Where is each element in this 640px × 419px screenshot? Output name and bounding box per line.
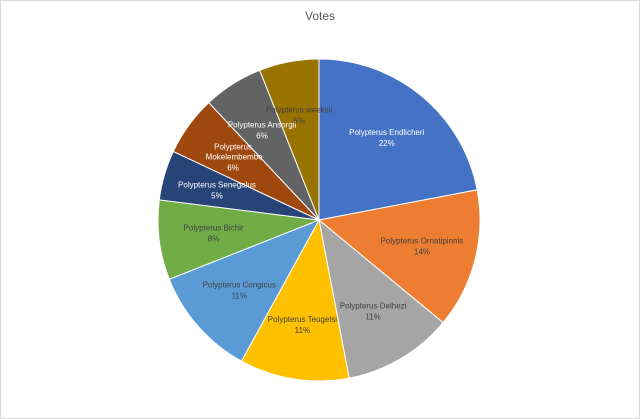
slice-value: 11% bbox=[365, 313, 380, 322]
pie-slice bbox=[317, 189, 481, 324]
slice-value: 6% bbox=[256, 131, 268, 140]
slice-name: Polypterus Bichir bbox=[184, 223, 244, 232]
data-label: Polypterus Ansorgii 6% bbox=[228, 120, 297, 140]
slice-value: 8% bbox=[208, 234, 220, 243]
slice-value: 5% bbox=[211, 191, 223, 200]
slice-value: 11% bbox=[232, 291, 247, 300]
slice-name: Polypterus Ornatipinnis bbox=[381, 237, 464, 246]
data-label: Polypterus Endlicheri 22% bbox=[349, 128, 424, 148]
pie-slice bbox=[318, 218, 444, 379]
data-label: Polypterus Senegalus 5% bbox=[178, 180, 256, 200]
chart-title: Votes bbox=[305, 9, 335, 23]
data-label: Polypterus Delhezi 11% bbox=[340, 302, 407, 322]
data-label: Polypterus Mokelembembe 6% bbox=[203, 143, 263, 173]
pie-slice bbox=[240, 218, 350, 382]
data-label: Polypterus Congicus 11% bbox=[203, 280, 276, 300]
slice-name: Polypterus weeksii bbox=[266, 106, 332, 115]
data-label: Polypterus Teugelsi 11% bbox=[268, 315, 337, 335]
pie-slice bbox=[259, 58, 320, 221]
slice-name: Polypterus Teugelsi bbox=[268, 315, 337, 324]
slice-value: 14% bbox=[414, 248, 430, 257]
slice-value: 6% bbox=[293, 117, 305, 126]
slice-value: 22% bbox=[379, 139, 395, 148]
slice-name: Polypterus Ansorgii bbox=[228, 120, 297, 129]
slice-value: 6% bbox=[227, 164, 239, 173]
slice-value: 11% bbox=[295, 326, 310, 335]
pie-slice bbox=[318, 58, 478, 221]
slice-name: Polypterus Endlicheri bbox=[349, 128, 424, 137]
slice-name: Polypterus Delhezi bbox=[340, 302, 407, 311]
data-label: Polypterus Ornatipinnis 14% bbox=[381, 237, 464, 257]
data-label: Polypterus weeksii 6% bbox=[266, 106, 332, 126]
slice-name: Polypterus Congicus bbox=[203, 280, 276, 289]
data-label: Polypterus Bichir 8% bbox=[184, 223, 244, 243]
slice-name: Polypterus Senegalus bbox=[178, 180, 256, 189]
pie-slice bbox=[168, 219, 321, 362]
slice-name: Polypterus Mokelembembe bbox=[203, 143, 263, 162]
